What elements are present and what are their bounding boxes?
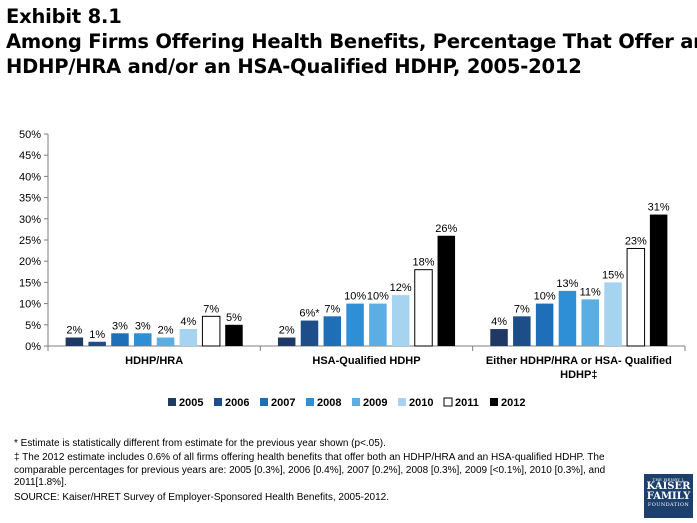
bar [134, 333, 152, 346]
bar [490, 329, 508, 346]
logo-line-2: FAMILY [646, 491, 691, 502]
bar [535, 303, 554, 346]
y-tick-label: 25% [19, 235, 41, 247]
data-label: 10% [367, 291, 389, 303]
data-label: 2% [158, 325, 174, 337]
legend-label: 2012 [501, 397, 525, 409]
data-label: 15% [602, 269, 624, 281]
data-label: 3% [135, 320, 151, 332]
data-label: 11% [580, 286, 601, 298]
data-label: 2% [66, 325, 82, 337]
y-tick-label: 0% [25, 341, 41, 353]
y-tick-label: 45% [19, 150, 41, 162]
data-label: 18% [412, 257, 434, 269]
data-label: 4% [491, 316, 507, 328]
bar [179, 329, 198, 346]
bar [88, 341, 106, 346]
bar [369, 303, 387, 346]
bar [513, 316, 531, 346]
category-label: Either HDHP/HRA or HSA- Qualified [486, 355, 672, 367]
page-title: Exhibit 8.1 Among Firms Offering Health … [6, 4, 697, 79]
y-tick-label: 5% [25, 320, 41, 332]
bar [604, 282, 622, 346]
bar [225, 324, 243, 346]
category-label: HDHP/HRA [125, 355, 183, 367]
y-tick-label: 50% [19, 129, 41, 141]
bar [346, 303, 364, 346]
data-label: 7% [203, 303, 219, 315]
logo-line-3: FOUNDATION [647, 502, 690, 508]
data-label: 2% [279, 325, 295, 337]
legend-label: 2007 [271, 397, 295, 409]
bar [558, 290, 577, 346]
data-label: 5% [226, 312, 242, 324]
bar [414, 269, 433, 347]
footnote-double-dagger: ‡ The 2012 estimate includes 0.6% of all… [14, 452, 606, 489]
logo-line-1: KAISER [646, 481, 691, 492]
bar [65, 337, 84, 346]
legend-swatch [214, 398, 222, 406]
source-note: SOURCE: Kaiser/HRET Survey of Employer-S… [14, 491, 389, 503]
bar [156, 337, 175, 346]
data-label: 3% [112, 320, 128, 332]
title-line-2: Among Firms Offering Health Benefits, Pe… [6, 30, 697, 53]
category-label: HDHP‡ [560, 369, 597, 381]
y-tick-label: 40% [19, 171, 41, 183]
bar-chart: 0% 5% 10% 15% 20% 25% 30% 35% 40% 45% 50% 2% 1% 3% 3% 2… [19, 129, 686, 409]
data-label: 13% [556, 278, 578, 290]
footnote-significance: * Estimate is statistically different fr… [14, 438, 386, 449]
legend-label: 2010 [409, 397, 433, 409]
bar [111, 333, 129, 346]
y-tick-label: 35% [19, 193, 41, 205]
title-line-3: HDHP/HRA and/or an HSA-Qualified HDHP, 2… [6, 55, 582, 78]
legend-label: 2009 [363, 397, 387, 409]
y-tick-label: 10% [19, 299, 41, 311]
title-line-1: Exhibit 8.1 [6, 5, 122, 28]
kff-logo: THE HENRY J. KAISER FAMILY FOUNDATION [644, 474, 693, 518]
category-label: HSA-Qualified HDHP [312, 355, 420, 367]
data-label: 12% [390, 282, 412, 294]
data-label: 1% [89, 329, 105, 341]
legend-label: 2006 [225, 397, 249, 409]
bar [649, 214, 668, 346]
footnotes: * Estimate is statistically different fr… [14, 438, 614, 506]
data-label: 6%* [299, 308, 320, 320]
y-tick-label: 15% [19, 277, 41, 289]
bar [581, 299, 599, 346]
bar [437, 235, 456, 346]
bar [201, 315, 221, 347]
bar [300, 320, 319, 346]
data-label: 4% [180, 316, 196, 328]
data-label: 7% [514, 303, 530, 315]
data-label: 26% [435, 223, 457, 235]
logo-line-0: THE HENRY J. [652, 477, 685, 482]
legend-swatch [168, 398, 176, 406]
bar [323, 316, 342, 346]
legend-swatch [490, 398, 498, 406]
legend-label: 2005 [179, 397, 203, 409]
bar [626, 247, 646, 347]
data-label: 7% [324, 303, 340, 315]
legend-swatch [352, 398, 360, 406]
legend-swatch [398, 398, 406, 406]
legend-swatch [443, 397, 453, 407]
y-tick-label: 30% [19, 214, 41, 226]
data-label: 10% [344, 291, 366, 303]
legend-label: 2011 [455, 397, 479, 409]
data-label: 31% [648, 202, 670, 214]
data-label: 23% [625, 235, 647, 247]
y-tick-label: 20% [19, 256, 41, 268]
legend-swatch [306, 398, 314, 406]
legend-swatch [260, 398, 268, 406]
data-label: 10% [534, 291, 556, 303]
legend-label: 2008 [317, 397, 341, 409]
bar [277, 337, 296, 346]
bar [391, 295, 410, 346]
